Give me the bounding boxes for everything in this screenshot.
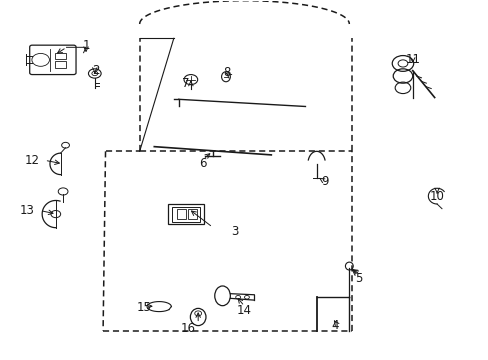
Text: 7: 7 — [182, 77, 189, 90]
Text: 16: 16 — [181, 322, 196, 335]
Text: 10: 10 — [429, 190, 444, 203]
Text: 15: 15 — [137, 301, 152, 314]
Bar — [55, 53, 66, 59]
Bar — [188, 210, 197, 219]
Bar — [177, 210, 185, 219]
Bar — [55, 61, 66, 68]
Text: 14: 14 — [237, 305, 251, 318]
Text: 1: 1 — [82, 39, 90, 52]
Text: 12: 12 — [25, 154, 40, 167]
Text: 3: 3 — [231, 225, 238, 238]
Text: 8: 8 — [224, 66, 231, 79]
Bar — [171, 207, 200, 222]
Bar — [167, 204, 204, 225]
Text: 9: 9 — [321, 175, 328, 188]
Text: 11: 11 — [405, 53, 419, 66]
Text: 4: 4 — [330, 319, 338, 332]
Text: 5: 5 — [355, 272, 362, 285]
Text: 6: 6 — [199, 157, 206, 170]
Text: 2: 2 — [92, 64, 100, 77]
Text: 13: 13 — [20, 204, 35, 217]
